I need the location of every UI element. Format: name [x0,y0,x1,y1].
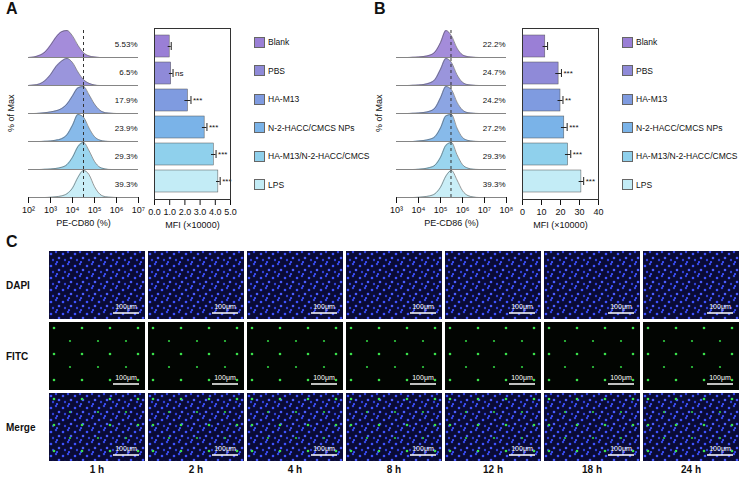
html-text:12 h: 12 h [483,464,503,475]
svg-text:24.2%: 24.2% [483,96,506,105]
svg-text:100μm: 100μm [709,445,731,453]
html-text:HA-M13/N-2-HACC/CMCS: HA-M13/N-2-HACC/CMCS [636,151,738,162]
html-text:18 h: 18 h [582,464,602,475]
html-text:LPS: LPS [636,179,653,190]
svg-text:100μm: 100μm [412,374,434,382]
html-text:8 h: 8 h [386,464,402,475]
svg-text:1.0: 1.0 [163,207,176,217]
svg-text:39.3%: 39.3% [483,180,506,189]
svg-text:6.5%: 6.5% [119,68,137,77]
svg-text:10⁶: 10⁶ [110,205,124,215]
svg-text:5.53%: 5.53% [115,40,138,49]
svg-text:10³: 10³ [44,205,57,215]
svg-text:100μm: 100μm [214,303,236,311]
svg-text:0: 0 [520,207,525,217]
svg-text:100μm: 100μm [115,303,137,311]
svg-text:100μm: 100μm [511,374,533,382]
html-text:HA-M13/N-2-HACC/CMCS: HA-M13/N-2-HACC/CMCS [268,151,370,162]
svg-text:ns: ns [175,69,183,78]
html-text:LPS: LPS [268,179,285,190]
svg-text:100μm: 100μm [610,374,632,382]
svg-text:***: *** [193,96,202,105]
html-text:1 h: 1 h [89,464,105,475]
svg-text:22.2%: 22.2% [483,40,506,49]
html-text:PBS: PBS [268,65,285,76]
svg-text:10⁷: 10⁷ [132,205,145,215]
svg-text:PE-CD86 (%): PE-CD86 (%) [424,218,479,228]
svg-text:10: 10 [536,207,546,217]
html-text:B: B [374,0,386,17]
svg-text:27.2%: 27.2% [483,124,506,133]
svg-text:100μm: 100μm [313,374,335,382]
svg-text:3.0: 3.0 [194,207,207,217]
html-text:Blank: Blank [636,37,658,48]
svg-text:100μm: 100μm [214,445,236,453]
svg-text:100μm: 100μm [115,445,137,453]
html-text:4 h: 4 h [287,464,303,475]
svg-text:4.0: 4.0 [209,207,222,217]
svg-text:23.9%: 23.9% [115,124,138,133]
html-text:Merge: Merge [6,421,36,433]
svg-text:***: *** [573,150,582,159]
svg-text:***: *** [569,123,578,132]
svg-text:100μm: 100μm [412,445,434,453]
svg-text:10⁴: 10⁴ [66,205,80,215]
html-text:C: C [6,233,18,250]
svg-text:2.0: 2.0 [179,207,192,217]
svg-text:10⁵: 10⁵ [88,205,102,215]
svg-text:100μm: 100μm [214,374,236,382]
svg-text:10⁵: 10⁵ [434,205,448,215]
html-text:DAPI: DAPI [6,279,30,291]
html-text:HA-M13: HA-M13 [636,94,668,105]
html-text:N-2-HACC/CMCS NPs: N-2-HACC/CMCS NPs [636,122,723,133]
svg-text:10³: 10³ [390,205,403,215]
svg-text:100μm: 100μm [115,374,137,382]
svg-text:10⁶: 10⁶ [456,205,470,215]
svg-text:PE-CD80 (%): PE-CD80 (%) [56,218,111,228]
html-text:HA-M13: HA-M13 [268,94,300,105]
svg-text:100μm: 100μm [709,303,731,311]
html-text:% of Max: % of Max [374,94,384,133]
svg-text:20: 20 [555,207,565,217]
svg-text:29.3%: 29.3% [115,152,138,161]
svg-text:***: *** [563,69,572,78]
svg-text:39.3%: 39.3% [115,180,138,189]
svg-text:***: *** [218,150,227,159]
html-text:2 h: 2 h [188,464,204,475]
svg-text:***: *** [209,123,218,132]
svg-text:100μm: 100μm [313,445,335,453]
html-text:24 h: 24 h [681,464,701,475]
svg-text:**: ** [565,96,571,105]
svg-text:100μm: 100μm [610,303,632,311]
svg-text:MFI (×10000): MFI (×10000) [533,220,587,230]
svg-text:29.3%: 29.3% [483,152,506,161]
svg-text:5.0: 5.0 [224,207,237,217]
svg-text:0.0: 0.0 [148,207,161,217]
svg-text:MFI (×10000): MFI (×10000) [165,220,219,230]
svg-text:10²: 10² [22,205,35,215]
svg-text:100μm: 100μm [709,374,731,382]
svg-text:100μm: 100μm [313,303,335,311]
svg-text:24.7%: 24.7% [483,68,506,77]
svg-text:100μm: 100μm [610,445,632,453]
svg-text:10⁴: 10⁴ [412,205,426,215]
html-text:A: A [6,0,18,17]
svg-text:100μm: 100μm [511,303,533,311]
svg-text:10⁸: 10⁸ [500,205,514,215]
html-text:FITC: FITC [6,350,29,362]
html-text:N-2-HACC/CMCS NPs: N-2-HACC/CMCS NPs [268,122,355,133]
html-text:% of Max: % of Max [6,94,16,133]
svg-text:30: 30 [574,207,584,217]
svg-text:10⁷: 10⁷ [478,205,491,215]
svg-text:40: 40 [593,207,603,217]
html-text:PBS: PBS [636,65,653,76]
svg-text:17.9%: 17.9% [115,96,138,105]
svg-text:100μm: 100μm [412,303,434,311]
svg-text:100μm: 100μm [511,445,533,453]
html-text:Blank: Blank [268,37,290,48]
svg-text:***: *** [586,177,595,186]
